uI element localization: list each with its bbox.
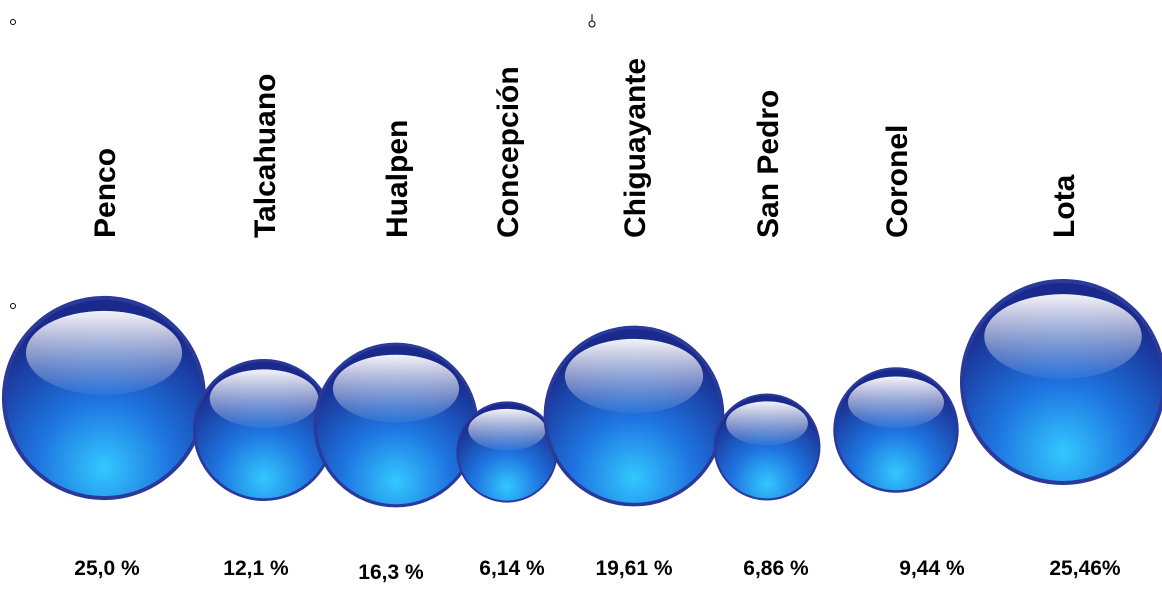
corner-marker xyxy=(10,19,16,25)
value-label: 25,46% xyxy=(1049,557,1121,580)
bubbles xyxy=(1,279,1162,508)
category-label: Lota xyxy=(1048,174,1081,238)
value-label: 19,61 % xyxy=(595,557,672,580)
value-label: 25,0 % xyxy=(74,557,140,580)
category-labels: Penco Talcahuano Hualpen Concepción Chiguaya… xyxy=(89,58,1081,238)
bubble xyxy=(456,401,558,503)
bubble xyxy=(1,295,207,501)
value-label: 16,3 % xyxy=(358,561,424,584)
category-label: Coronel xyxy=(881,125,914,238)
bubble xyxy=(713,393,821,501)
value-label: 6,86 % xyxy=(743,557,809,580)
value-label: 12,1 % xyxy=(223,557,289,580)
corner-marker xyxy=(10,303,16,309)
bubble xyxy=(833,367,959,493)
category-label: San Pedro xyxy=(752,90,785,238)
value-labels: 25,0 % 12,1 % 16,3 % 6,14 % 19,61 % 6,86 % 9,4… xyxy=(74,557,1121,584)
category-label: Hualpen xyxy=(381,120,414,238)
category-label: Chiguayante xyxy=(619,58,652,238)
bubble xyxy=(313,342,479,508)
bubble xyxy=(192,358,336,502)
bubble xyxy=(960,279,1162,485)
category-label: Talcahuano xyxy=(249,74,282,238)
bubble xyxy=(543,325,725,507)
value-label: 9,44 % xyxy=(899,557,965,580)
category-label: Penco xyxy=(89,148,122,238)
corner-marker xyxy=(588,20,596,28)
value-label: 6,14 % xyxy=(479,557,545,580)
category-label: Concepción xyxy=(492,66,525,238)
